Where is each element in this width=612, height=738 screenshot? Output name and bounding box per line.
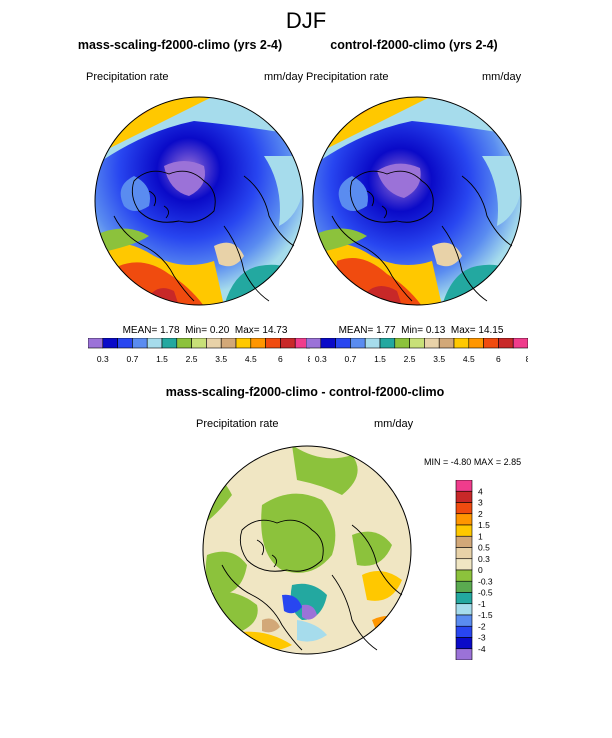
panel-3-colorbar-tick-label: 0.5 bbox=[478, 543, 490, 553]
panel-3-colorbar-swatch bbox=[455, 547, 473, 560]
panel-2-colorbar-swatch bbox=[350, 338, 366, 349]
panel-1-colorbar-swatch bbox=[191, 338, 207, 349]
panel-2-title: control-f2000-climo (yrs 2-4) bbox=[330, 38, 498, 52]
panel-1-colorbar-tick-label: 0.7 bbox=[126, 354, 138, 364]
panel-1-colorbar-swatch bbox=[88, 338, 104, 349]
panel-2-colorbar-tick-label: 1.5 bbox=[374, 354, 386, 364]
panel-3-colorbar-swatch bbox=[455, 480, 473, 492]
panel-1-colorbar-tick-label: 6 bbox=[278, 354, 283, 364]
panel-3-colorbar-tick-label: 0.3 bbox=[478, 554, 490, 564]
panel-2-units: mm/day bbox=[482, 71, 522, 83]
panel-2-colorbar-swatch bbox=[409, 338, 425, 349]
panel-2-colorbar-swatch bbox=[335, 338, 351, 349]
panel-3-colorbar-swatch bbox=[455, 569, 473, 582]
panel-3-colorbar-tick-label: 2 bbox=[478, 509, 483, 519]
panel-3-colorbar-swatch bbox=[455, 637, 473, 650]
panel-3-colorbar-swatch bbox=[455, 648, 473, 660]
panel-3-colorbar-tick-label: -1 bbox=[478, 599, 486, 609]
panel-2-colorbar-swatch bbox=[364, 338, 381, 349]
panel-3-polar-map bbox=[202, 445, 412, 655]
panel-2-colorbar-swatch bbox=[438, 338, 455, 349]
panel-1-colorbar-swatch bbox=[206, 338, 222, 349]
panel-1-coastlines bbox=[113, 170, 295, 302]
panel-2-colorbar-swatch bbox=[498, 338, 514, 349]
panel-2-colorbar-tick-label: 3.5 bbox=[433, 354, 445, 364]
panel-2-colorbar-swatch bbox=[512, 338, 528, 349]
panel-2-colorbar-swatch bbox=[394, 338, 410, 349]
panel-3-colorbar-tick-label: 1.5 bbox=[478, 520, 490, 530]
panel-3-colorbar-tick-label: -0.5 bbox=[478, 588, 493, 598]
panel-2-coastlines bbox=[331, 170, 513, 302]
panel-3-colorbar: 4 321.51 0.50.30-0.3 -0.5-1-1.5-2 -3-4 bbox=[455, 480, 493, 660]
panel-1-colorbar-tick-label: 8 bbox=[308, 354, 310, 364]
panel-1-units: mm/day bbox=[264, 71, 304, 83]
panel-2-colorbar-tick-label: 4.5 bbox=[463, 354, 475, 364]
panel-3-colorbar-tick-label: 4 bbox=[478, 486, 483, 496]
panel-1-colorbar-tick-label: 0.3 bbox=[97, 354, 109, 364]
page-title: DJF bbox=[285, 8, 327, 33]
panel-1-colorbar-swatch bbox=[161, 338, 178, 349]
panel-1-colorbar-swatch bbox=[102, 338, 118, 349]
panel-3-colorbar-swatch bbox=[455, 625, 473, 638]
panel-2-stats: MEAN= 1.77 Min= 0.13 Max= 14.15 bbox=[338, 325, 504, 336]
panel-3-colorbar-swatch bbox=[455, 524, 473, 537]
panel-3-variable: Precipitation rate bbox=[196, 418, 279, 430]
panel-1-colorbar-tick-label: 1.5 bbox=[156, 354, 168, 364]
panel-2-colorbar-swatch bbox=[320, 338, 336, 349]
panel-3-colorbar-tick-label: -1.5 bbox=[478, 610, 493, 620]
panel-1-colorbar-swatch bbox=[250, 338, 266, 349]
panel-1-colorbar-tick-label: 4.5 bbox=[245, 354, 257, 364]
panel-2-colorbar-tick-label: 0.7 bbox=[344, 354, 356, 364]
panel-2-colorbar: 0.3 0.7 1.5 2.5 3.5 4.5 6 8 bbox=[306, 338, 528, 364]
panel-3-title: mass-scaling-f2000-climo - control-f2000… bbox=[165, 385, 445, 399]
panel-3-colorbar-swatch bbox=[455, 580, 473, 593]
panel-1-colorbar-swatch bbox=[117, 338, 133, 349]
panel-1-colorbar-swatch bbox=[176, 338, 192, 349]
panel-1-polar-map bbox=[94, 96, 304, 306]
panel-3-stats: MIN = -4.80 MAX = 2.85 bbox=[424, 457, 522, 467]
panel-3-colorbar-swatch bbox=[455, 592, 473, 605]
panel-2-colorbar-swatch bbox=[483, 338, 499, 349]
panel-2-colorbar-swatch bbox=[379, 338, 396, 349]
panel-3-colorbar-swatch bbox=[455, 535, 473, 548]
panel-3-colorbar-swatch bbox=[455, 603, 473, 616]
panel-2-colorbar-swatch bbox=[453, 338, 470, 349]
panel-3-colorbar-swatch bbox=[455, 513, 473, 526]
panel-1-colorbar-swatch bbox=[280, 338, 296, 349]
panel-3-units: mm/day bbox=[374, 418, 414, 430]
panel-1-title: mass-scaling-f2000-climo (yrs 2-4) bbox=[77, 38, 283, 52]
panel-1-colorbar-swatch bbox=[220, 338, 237, 349]
panel-1-stats: MEAN= 1.78 Min= 0.20 Max= 14.73 bbox=[122, 325, 288, 336]
panel-1-colorbar: 0.3 0.7 1.5 2.5 3.5 4.5 6 8 bbox=[88, 338, 310, 364]
panel-2-colorbar-swatch bbox=[468, 338, 484, 349]
panel-1-colorbar-tick-label: 2.5 bbox=[186, 354, 198, 364]
panel-3-colorbar-swatch bbox=[455, 558, 473, 571]
panel-2-colorbar-swatch bbox=[424, 338, 440, 349]
panel-3-colorbar-swatch bbox=[455, 502, 473, 515]
panel-1-colorbar-swatch bbox=[146, 338, 163, 349]
panel-3-colorbar-tick-label: 3 bbox=[478, 498, 483, 508]
panel-3-colorbar-tick-label: 0 bbox=[478, 565, 483, 575]
panel-2-colorbar-tick-label: 8 bbox=[526, 354, 528, 364]
panel-3-colorbar-tick-label: 1 bbox=[478, 531, 483, 541]
panel-1-variable: Precipitation rate bbox=[86, 71, 169, 83]
panel-3-coastlines bbox=[221, 519, 403, 651]
panel-1-colorbar-swatch bbox=[235, 338, 252, 349]
panel-3-colorbar-swatch bbox=[455, 614, 473, 627]
panel-3-colorbar-tick-label: -4 bbox=[478, 644, 486, 654]
panel-2-colorbar-tick-label: 6 bbox=[496, 354, 501, 364]
panel-2-colorbar-tick-label: 2.5 bbox=[404, 354, 416, 364]
panel-2-colorbar-swatch bbox=[306, 338, 322, 349]
panel-2-polar-map bbox=[312, 96, 522, 306]
panel-2-colorbar-tick-label: 0.3 bbox=[315, 354, 327, 364]
panel-2-variable: Precipitation rate bbox=[306, 71, 389, 83]
panel-3-colorbar-tick-label: -2 bbox=[478, 621, 486, 631]
panel-1-colorbar-swatch bbox=[265, 338, 281, 349]
panel-3-colorbar-tick-label: -0.3 bbox=[478, 576, 493, 586]
panel-3-colorbar-swatch bbox=[455, 490, 473, 503]
panel-1-colorbar-tick-label: 3.5 bbox=[215, 354, 227, 364]
panel-3-colorbar-tick-label: -3 bbox=[478, 633, 486, 643]
panel-1-colorbar-swatch bbox=[132, 338, 148, 349]
